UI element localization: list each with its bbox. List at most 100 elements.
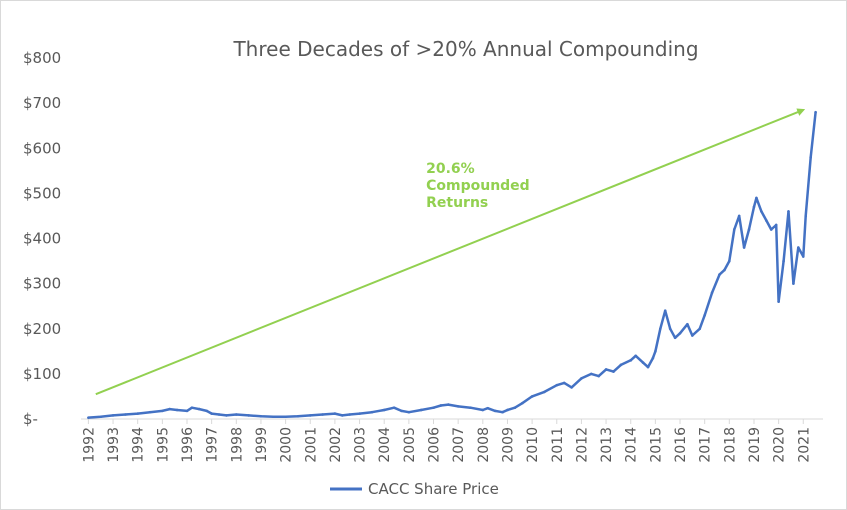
data-point <box>774 223 778 227</box>
x-tick-label: 2013 <box>599 427 615 463</box>
data-point <box>493 409 497 413</box>
x-tick-label: 2005 <box>402 427 418 463</box>
x-tick-label: 1997 <box>205 427 221 463</box>
y-axis: $- $100 $200 $300 $400 $500 $600 $700 $800 <box>23 49 61 428</box>
data-point <box>185 409 189 413</box>
x-tick-label: 1994 <box>131 427 147 463</box>
y-tick-label: $- <box>23 410 38 428</box>
data-point <box>148 410 152 414</box>
series-line-cacc-share-price <box>88 112 817 419</box>
data-point <box>235 413 238 416</box>
data-point <box>742 246 746 249</box>
data-point <box>225 414 228 417</box>
data-point <box>358 412 361 415</box>
data-point <box>99 415 103 419</box>
y-tick-label: $100 <box>23 365 61 383</box>
data-point <box>481 408 485 412</box>
data-point <box>580 377 583 380</box>
x-tick-label: 2021 <box>796 427 812 463</box>
data-point <box>321 413 324 416</box>
data-point <box>87 416 90 419</box>
data-point <box>752 205 756 209</box>
data-point <box>809 155 812 159</box>
data-point <box>728 259 731 263</box>
data-point <box>663 309 667 313</box>
x-tick-label: 1995 <box>155 427 171 463</box>
data-point <box>646 365 650 369</box>
data-point <box>161 409 164 413</box>
x-tick-label: 2012 <box>574 427 590 463</box>
data-point <box>348 413 351 416</box>
x-tick-label: 2010 <box>525 427 541 463</box>
x-tick-label: 2006 <box>427 427 443 463</box>
x-tick-label: 2000 <box>279 427 295 463</box>
data-point <box>210 412 213 415</box>
x-tick-label: 2014 <box>624 427 640 463</box>
data-point <box>175 408 179 412</box>
data-point <box>814 110 817 114</box>
y-tick-label: $300 <box>23 275 61 293</box>
annotation-label: 20.6% Compounded Returns <box>426 161 530 211</box>
data-point <box>284 415 287 419</box>
data-point <box>506 408 509 412</box>
x-tick-label: 2020 <box>772 427 788 463</box>
data-point <box>604 368 608 371</box>
data-point <box>612 370 615 373</box>
x-tick-label: 2017 <box>698 427 714 463</box>
data-point <box>673 336 677 340</box>
data-point <box>732 228 736 231</box>
legend: CACC Share Price <box>330 480 499 498</box>
data-point <box>308 414 312 417</box>
x-tick-label: 2009 <box>500 427 516 463</box>
data-point <box>737 214 741 218</box>
data-point <box>589 372 593 376</box>
x-tick-label: 2015 <box>648 427 664 463</box>
data-point <box>407 410 411 414</box>
trend-arrow <box>95 108 806 396</box>
data-point <box>392 406 396 410</box>
x-tick-label: 2003 <box>353 427 369 463</box>
x-tick-label: 2002 <box>328 427 344 463</box>
data-point <box>486 406 490 410</box>
y-tick-label: $700 <box>23 94 61 112</box>
data-point <box>341 414 344 417</box>
y-tick-label: $500 <box>23 184 61 202</box>
data-point <box>370 410 374 414</box>
x-tick-label: 1992 <box>81 427 97 463</box>
data-point <box>659 327 662 331</box>
data-point <box>769 228 773 231</box>
data-point <box>168 407 172 411</box>
data-point <box>520 401 524 405</box>
y-tick-label: $800 <box>23 49 61 67</box>
data-point <box>782 259 785 263</box>
data-point <box>217 413 221 416</box>
data-point <box>691 334 694 337</box>
data-point <box>651 356 655 360</box>
data-point <box>530 395 534 398</box>
x-axis: 1992 1993 1994 1995 1996 1997 1998 1999 2000 2001… <box>81 419 812 463</box>
data-point <box>513 406 517 410</box>
data-point <box>570 386 573 389</box>
annotations: 20.6% Compounded Returns <box>426 161 530 211</box>
data-point <box>296 414 300 418</box>
data-point <box>710 291 714 294</box>
data-point <box>259 414 263 418</box>
x-tick-label: 2018 <box>722 427 738 463</box>
plot-area <box>87 108 817 419</box>
data-point <box>439 404 443 407</box>
data-point <box>501 410 504 414</box>
data-point <box>747 228 751 231</box>
data-point <box>792 282 795 285</box>
data-point <box>400 409 403 413</box>
x-tick-label: 2004 <box>377 427 393 463</box>
x-tick-label: 2001 <box>303 427 319 463</box>
data-point <box>760 210 763 213</box>
data-point <box>678 331 682 335</box>
x-tick-label: 1993 <box>106 427 122 463</box>
data-point <box>723 268 726 272</box>
data-point <box>432 406 435 410</box>
x-tick-label: 1999 <box>254 427 270 463</box>
data-point <box>111 414 115 417</box>
